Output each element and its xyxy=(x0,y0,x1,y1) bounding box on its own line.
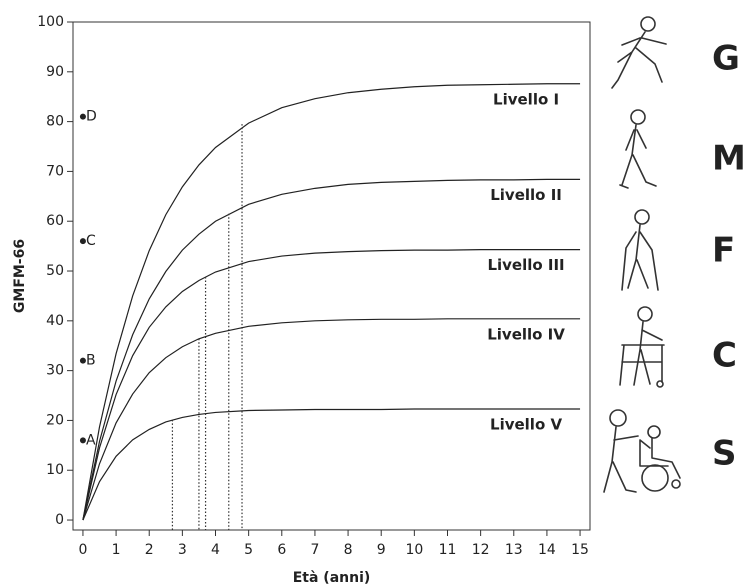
figures xyxy=(604,17,680,492)
x-tick-label: 5 xyxy=(244,542,253,558)
side-label: M xyxy=(712,139,746,179)
series-label: Livello II xyxy=(490,186,562,204)
side-label: S xyxy=(712,434,737,474)
x-tick-label: 6 xyxy=(277,542,286,558)
axis-point-label: A xyxy=(86,432,96,448)
axis-point-label: C xyxy=(86,233,96,249)
x-tick-label: 11 xyxy=(439,542,457,558)
side-label: C xyxy=(712,336,737,376)
x-tick-label: 12 xyxy=(472,542,490,558)
x-tick-label: 2 xyxy=(145,542,154,558)
y-tick-label: 90 xyxy=(46,64,64,80)
y-tick-label: 60 xyxy=(46,213,64,229)
x-tick-label: 14 xyxy=(538,542,556,558)
side-label: G xyxy=(712,39,740,79)
y-tick-label: 100 xyxy=(37,14,64,30)
x-tick-label: 3 xyxy=(178,542,187,558)
side-label: F xyxy=(712,231,735,271)
y-tick-label: 70 xyxy=(46,163,64,179)
x-tick-label: 13 xyxy=(505,542,523,558)
series-label: Livello III xyxy=(487,256,564,274)
x-tick-label: 8 xyxy=(344,542,353,558)
y-tick-label: 30 xyxy=(46,363,64,379)
axis-point-label: D xyxy=(86,109,97,125)
series-label: Livello V xyxy=(490,415,562,433)
x-tick-label: 0 xyxy=(78,542,87,558)
x-tick-label: 1 xyxy=(112,542,121,558)
x-tick-label: 15 xyxy=(571,542,589,558)
y-tick-label: 50 xyxy=(46,263,64,279)
series-line xyxy=(83,179,580,520)
series-label: Livello I xyxy=(493,90,559,108)
x-axis-label: Età (anni) xyxy=(293,570,371,586)
y-tick-label: 0 xyxy=(55,512,64,528)
series-line xyxy=(83,250,580,520)
y-tick-label: 40 xyxy=(46,313,64,329)
y-tick-label: 20 xyxy=(46,412,64,428)
x-tick-label: 9 xyxy=(377,542,386,558)
axis-point-label: B xyxy=(86,353,96,369)
y-axis-label: GMFM-66 xyxy=(12,239,28,313)
series-label: Livello IV xyxy=(487,325,565,343)
x-tick-label: 4 xyxy=(211,542,220,558)
x-tick-label: 10 xyxy=(405,542,423,558)
chart: 0102030405060708090100012345678910111213… xyxy=(0,0,748,587)
x-tick-label: 7 xyxy=(310,542,319,558)
y-tick-label: 10 xyxy=(46,462,64,478)
y-tick-label: 80 xyxy=(46,114,64,130)
series-line xyxy=(83,84,580,520)
